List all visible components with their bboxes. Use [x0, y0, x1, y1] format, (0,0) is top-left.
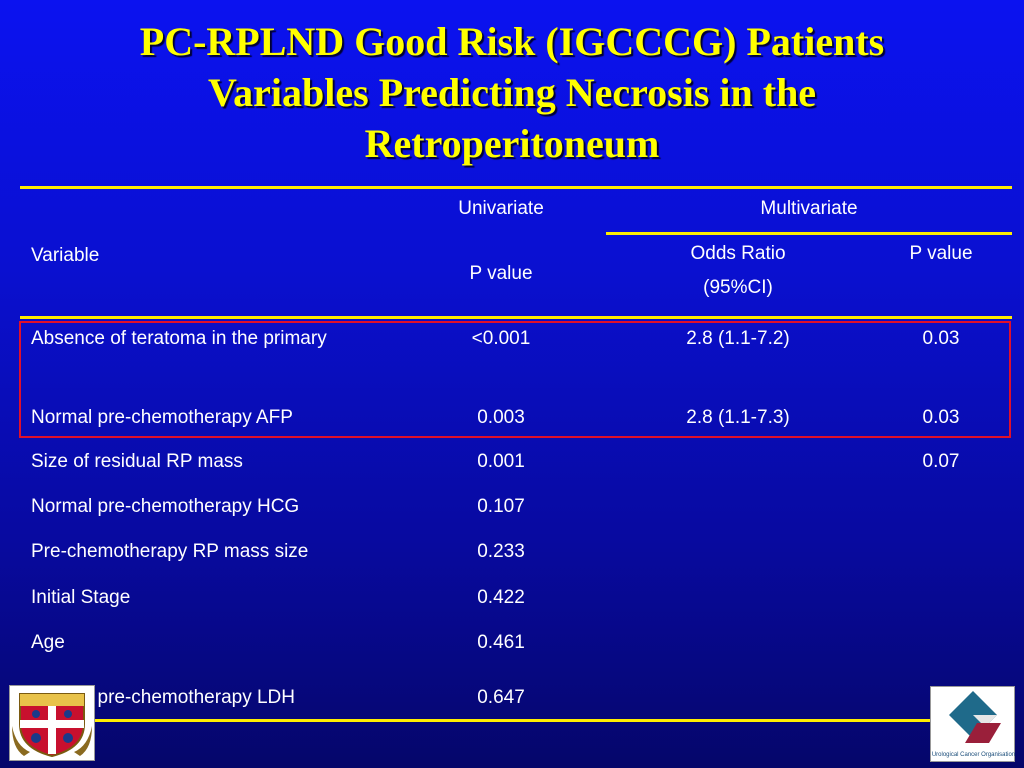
- row-6-variable: Initial Stage: [31, 587, 131, 608]
- multivariate-rule: [606, 232, 1012, 235]
- slide-title: PC-RPLND Good Risk (IGCCCG) Patients Var…: [0, 16, 1024, 169]
- header-variable: Variable: [31, 245, 100, 266]
- university-crest-logo: [9, 685, 95, 761]
- header-odds-ratio: Odds Ratio: [690, 243, 786, 264]
- header-odds-ratio-ci: (95%CI): [703, 277, 773, 298]
- header-multivariate-p: P value: [909, 243, 973, 264]
- title-line-3: Retroperitoneum: [364, 121, 660, 166]
- urological-cancer-organisation-logo: Urological Cancer Organisation: [930, 686, 1015, 762]
- header-multivariate: Multivariate: [760, 198, 858, 219]
- row-1-variable: Absence of teratoma in the primary: [31, 328, 327, 349]
- header-univariate-p: P value: [469, 263, 533, 284]
- highlight-box: [19, 321, 1011, 438]
- row-1-multivariate-p: 0.03: [922, 328, 960, 349]
- diamond-logo-icon: [949, 691, 1001, 743]
- row-1-univariate-p: <0.001: [471, 328, 531, 349]
- row-4-univariate-p: 0.107: [477, 496, 525, 517]
- row-2-odds-ratio: 2.8 (1.1-7.3): [686, 407, 790, 428]
- logo-caption: Urological Cancer Organisation: [931, 752, 1016, 758]
- row-3-univariate-p: 0.001: [477, 451, 525, 472]
- row-2-variable: Normal pre-chemotherapy AFP: [31, 407, 293, 428]
- row-2-univariate-p: 0.003: [477, 407, 525, 428]
- header-univariate: Univariate: [458, 198, 544, 219]
- table-bottom-rule: [95, 719, 1012, 722]
- row-1-odds-ratio: 2.8 (1.1-7.2): [686, 328, 790, 349]
- row-6-univariate-p: 0.422: [477, 587, 525, 608]
- row-7-univariate-p: 0.461: [477, 632, 525, 653]
- header-bottom-rule: [20, 316, 1012, 319]
- row-8-variable: Normal pre-chemotherapy LDH: [31, 687, 295, 708]
- row-7-variable: Age: [31, 632, 65, 653]
- table-top-rule: [20, 186, 1012, 189]
- title-line-1: PC-RPLND Good Risk (IGCCCG) Patients: [139, 19, 885, 64]
- row-2-multivariate-p: 0.03: [922, 407, 960, 428]
- row-8-univariate-p: 0.647: [477, 687, 525, 708]
- row-4-variable: Normal pre-chemotherapy HCG: [31, 496, 300, 517]
- row-3-variable: Size of residual RP mass: [31, 451, 243, 472]
- title-line-2: Variables Predicting Necrosis in the: [207, 70, 817, 115]
- row-5-variable: Pre-chemotherapy RP mass size: [31, 541, 309, 562]
- crest-icon: [12, 693, 92, 758]
- row-3-multivariate-p: 0.07: [922, 451, 960, 472]
- row-5-univariate-p: 0.233: [477, 541, 525, 562]
